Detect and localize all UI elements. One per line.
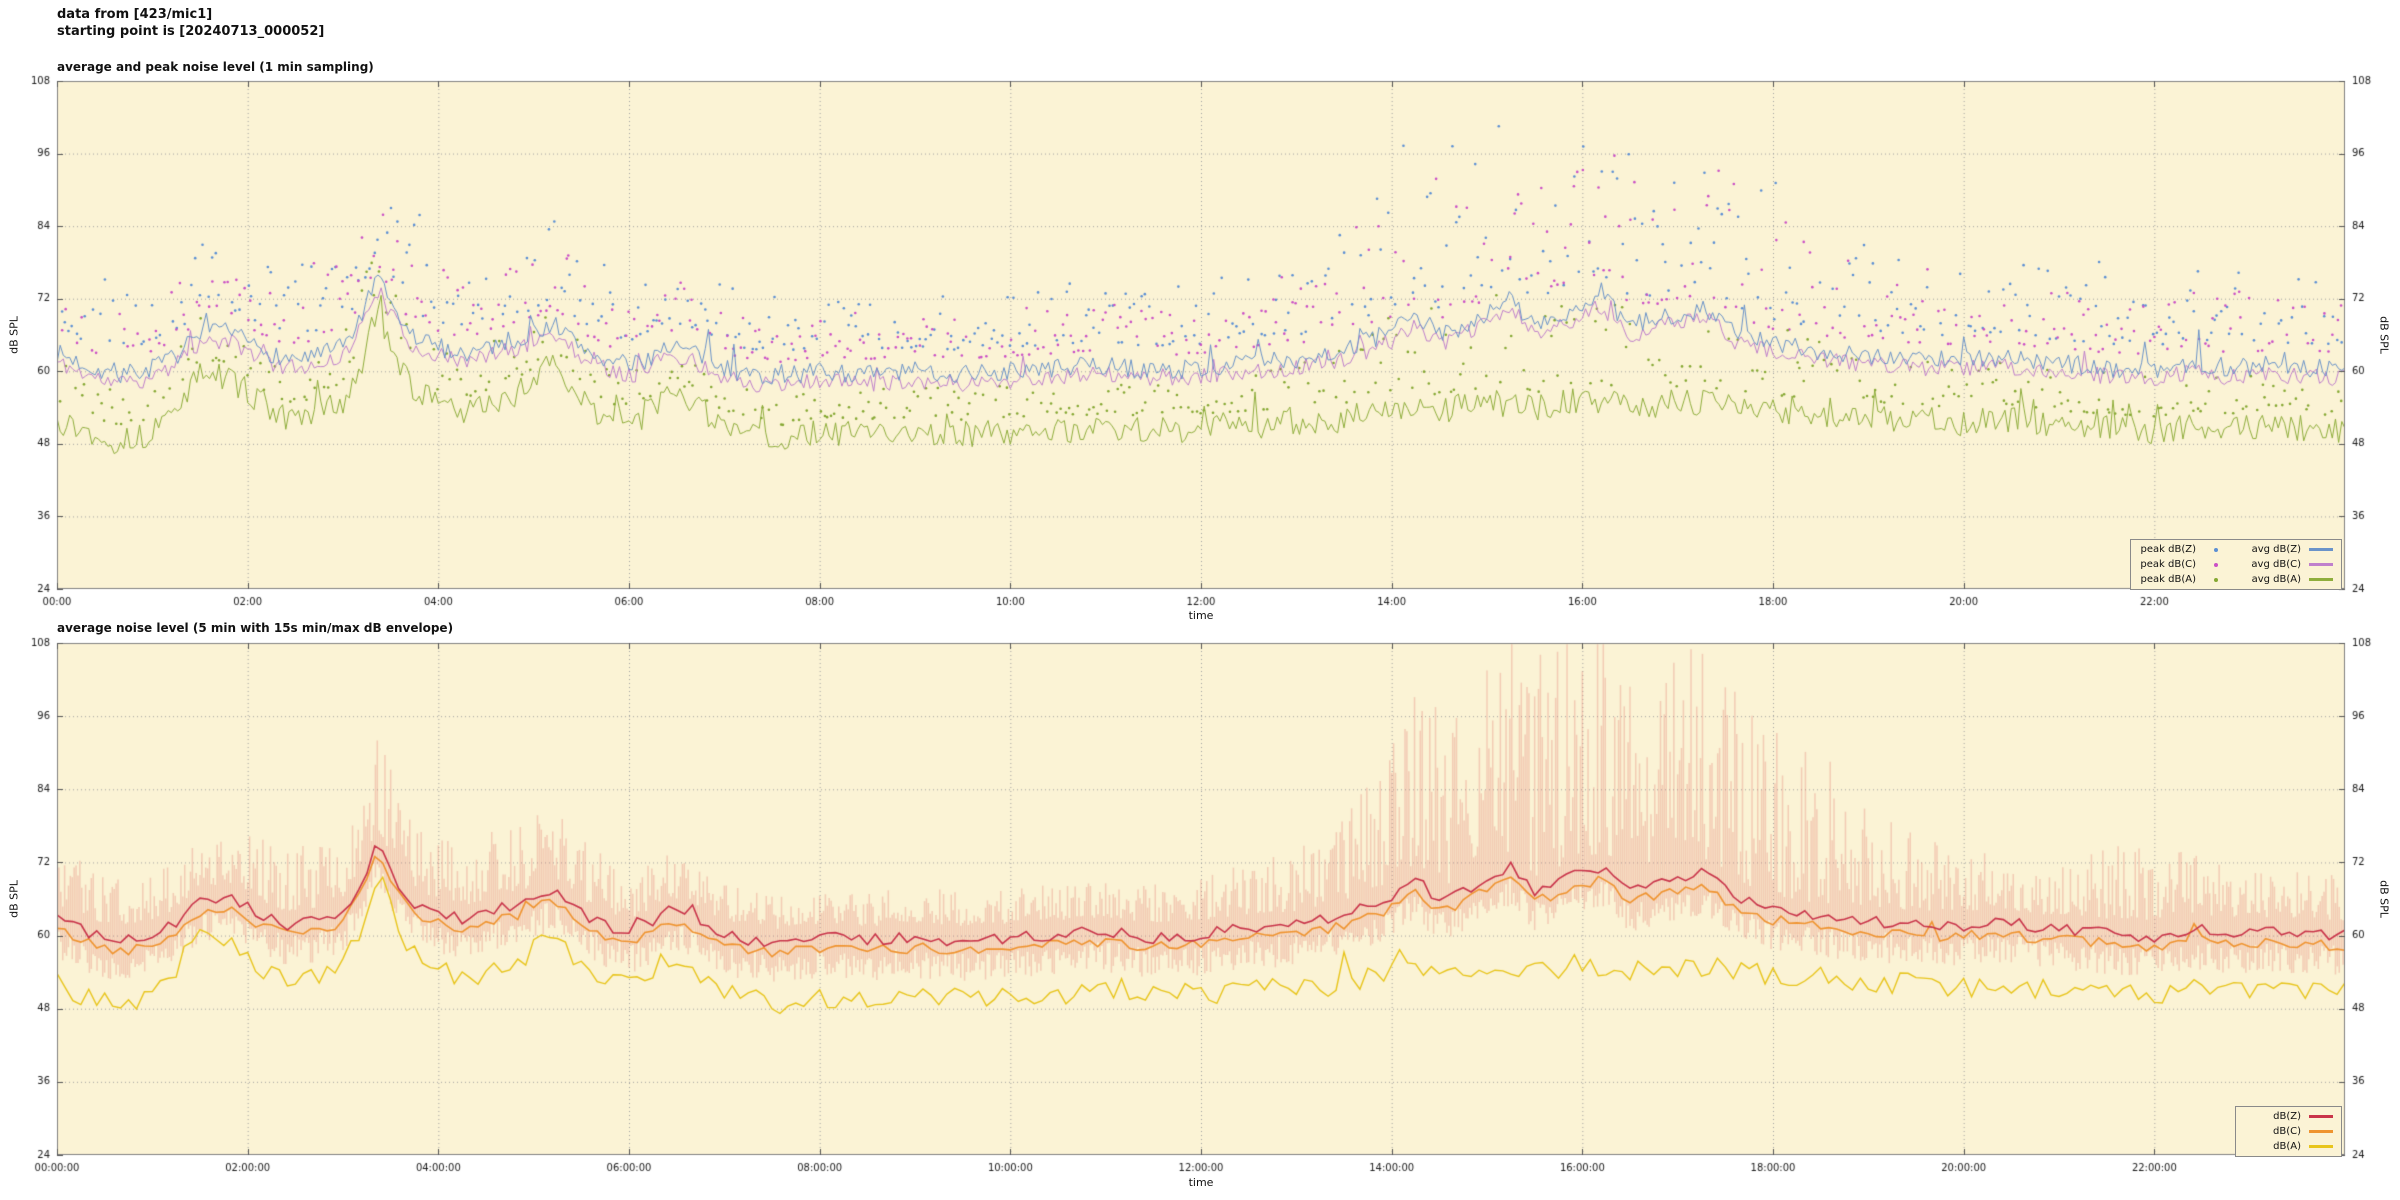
chart1-title: average and peak noise level (1 min samp… xyxy=(57,60,374,74)
legend-entry: dB(C) xyxy=(2243,1125,2334,1138)
legend-line-marker xyxy=(2308,575,2334,585)
chart1-ylabel-left: dB SPL xyxy=(7,316,21,354)
legend-entry: dB(A) xyxy=(2243,1140,2334,1153)
chart2-ylabel-left: dB SPL xyxy=(7,880,21,918)
chart2-title: average noise level (5 min with 15s min/… xyxy=(57,621,454,635)
chart1-legend: peak dB(Z) peak dB(C) peak dB(A) avg dB(Z) a… xyxy=(2130,539,2342,590)
legend-label: dB(Z) xyxy=(2273,1111,2301,1122)
legend-label: avg dB(Z) xyxy=(2251,544,2301,555)
legend-dot-marker xyxy=(2203,575,2229,585)
legend-line-marker xyxy=(2308,1142,2334,1152)
legend-label: avg dB(C) xyxy=(2251,559,2301,570)
chart1-xlabel: time xyxy=(1188,609,1214,622)
legend-line-marker xyxy=(2308,545,2334,555)
legend-line-marker xyxy=(2308,1112,2334,1122)
legend-line-marker xyxy=(2308,560,2334,570)
legend-dot-marker xyxy=(2203,560,2229,570)
legend-line-marker xyxy=(2308,1127,2334,1137)
legend-entry: peak dB(C) xyxy=(2138,558,2229,571)
legend-column: avg dB(Z) avg dB(C) avg dB(A) xyxy=(2243,543,2334,586)
legend-entry: peak dB(A) xyxy=(2138,573,2229,586)
legend-label: dB(A) xyxy=(2273,1141,2301,1152)
legend-entry: peak dB(Z) xyxy=(2138,543,2229,556)
legend-column: peak dB(Z) peak dB(C) peak dB(A) xyxy=(2138,543,2229,586)
legend-label: peak dB(A) xyxy=(2140,574,2196,585)
legend-label: avg dB(A) xyxy=(2251,574,2301,585)
legend-entry: avg dB(C) xyxy=(2243,558,2334,571)
legend-entry: dB(Z) xyxy=(2243,1110,2334,1123)
chart2-xlabel: time xyxy=(1188,1176,1214,1189)
legend-label: dB(C) xyxy=(2273,1126,2301,1137)
legend-label: peak dB(Z) xyxy=(2140,544,2196,555)
chart1-ylabel-right: dB SPL xyxy=(2377,316,2391,354)
chart2-ylabel-right: dB SPL xyxy=(2377,880,2391,918)
legend-label: peak dB(C) xyxy=(2140,559,2196,570)
legend-entry: avg dB(Z) xyxy=(2243,543,2334,556)
legend-column: dB(Z) dB(C) dB(A) xyxy=(2243,1110,2334,1153)
legend-entry: avg dB(A) xyxy=(2243,573,2334,586)
legend-dot-marker xyxy=(2203,545,2229,555)
chart2-legend: dB(Z) dB(C) dB(A) xyxy=(2235,1106,2342,1157)
